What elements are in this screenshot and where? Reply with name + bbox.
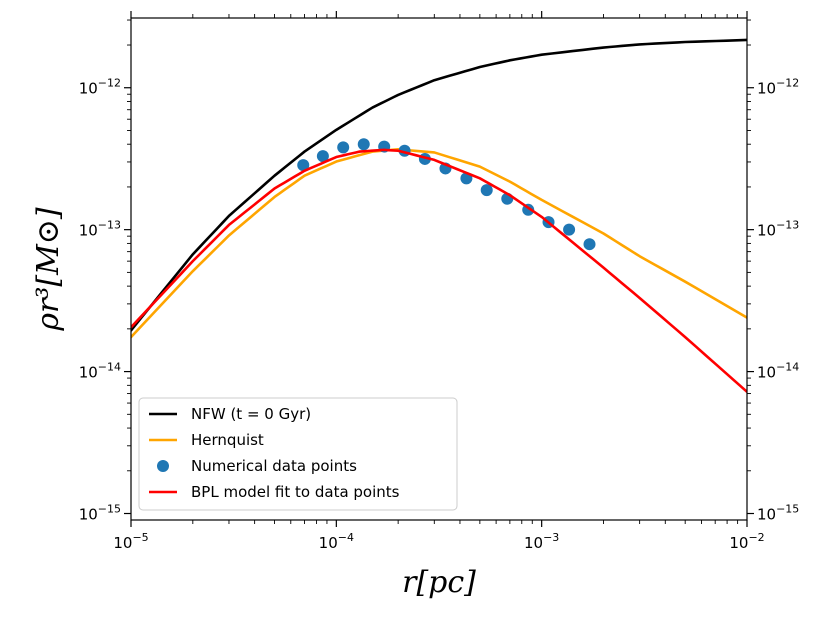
data-point — [297, 159, 310, 172]
x-tick-label: 10−4 — [319, 531, 354, 552]
data-point — [316, 150, 329, 163]
legend-label-bpl-model-fit-to-data-points: BPL model fit to data points — [191, 483, 400, 501]
legend-label-numerical-data-points: Numerical data points — [191, 457, 357, 475]
x-axis-label: r[pc] — [402, 565, 476, 600]
series-line-nfw-t-0-gyr — [131, 38, 747, 332]
series-layer — [131, 38, 747, 394]
y-tick-label-left: 10−13 — [79, 219, 121, 240]
legend: NFW (t = 0 Gyr) Hernquist Numerical data p… — [138, 397, 458, 511]
legend-label-nfw-t-0-gyr: NFW (t = 0 Gyr) — [191, 405, 311, 423]
data-point — [480, 184, 493, 197]
data-point — [337, 141, 350, 154]
x-tick-label: 10−2 — [729, 531, 764, 552]
y-tick-label-right: 10−14 — [757, 361, 799, 382]
y-tick-label-right: 10−15 — [757, 503, 799, 524]
y-tick-label-right: 10−12 — [757, 77, 799, 98]
y-axis-label: ρr³[M⊙] — [31, 207, 66, 332]
legend-frame — [138, 397, 458, 511]
data-point — [583, 238, 596, 251]
y-tick-label-right: 10−13 — [757, 219, 799, 240]
data-point — [563, 223, 576, 236]
legend-label-hernquist: Hernquist — [191, 431, 264, 449]
x-tick-label: 10−3 — [524, 531, 559, 552]
y-tick-label-left: 10−15 — [79, 503, 121, 524]
x-tick-label: 10−5 — [113, 531, 148, 552]
legend-swatch-numerical-data-points — [157, 460, 169, 472]
series-line-bpl-model-fit-to-data-points — [131, 148, 747, 394]
y-tick-label-left: 10−12 — [79, 77, 121, 98]
series-line-hernquist — [131, 148, 747, 339]
data-point — [357, 138, 370, 151]
plot-frame — [130, 17, 748, 521]
y-tick-label-left: 10−14 — [79, 361, 121, 382]
ticks-layer: 10−5 10−4 10−3 10−2 10−15 10−15 10−14 10−14 10−1… — [79, 11, 799, 552]
